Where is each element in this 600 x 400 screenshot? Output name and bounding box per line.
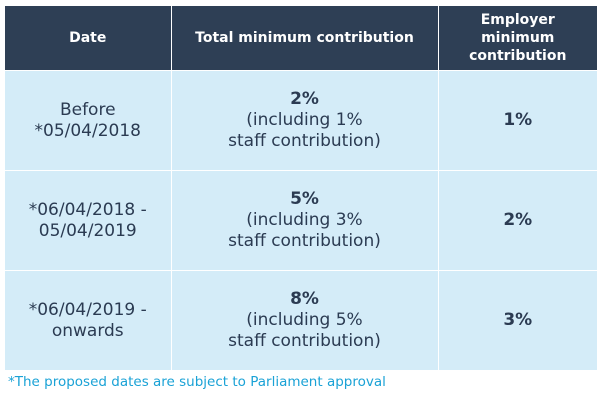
total-percentage: 2% (290, 89, 319, 109)
total-note-line: staff contribution) (228, 331, 381, 351)
table-row: *06/04/2018 - 05/04/2019 5% (including 3… (5, 170, 597, 271)
total-note-line: staff contribution) (228, 131, 381, 151)
date-line: Before (59, 99, 116, 120)
total-percentage: 5% (290, 189, 319, 209)
total-contribution-cell: 5% (including 3% staff contribution) (171, 170, 439, 271)
table-header-row: Date Total minimum contribution Employer… (5, 6, 597, 71)
date-line: 05/04/2019 (38, 220, 137, 241)
contribution-table: Date Total minimum contribution Employer… (5, 6, 597, 370)
header-employer-minimum-contribution: Employer minimum contribution (438, 6, 597, 71)
date-line: onwards (51, 320, 124, 341)
employer-contribution-cell: 3% (438, 270, 597, 370)
total-note-line: (including 3% (246, 210, 363, 230)
date-cell: *06/04/2018 - 05/04/2019 (5, 170, 172, 271)
date-line: *06/04/2019 - (28, 299, 147, 320)
table-row: Before *05/04/2018 2% (including 1% staf… (5, 70, 597, 171)
table-row: *06/04/2019 - onwards 8% (including 5% s… (5, 270, 597, 370)
header-total-minimum-contribution: Total minimum contribution (171, 6, 439, 71)
total-note-line: (including 5% (246, 310, 363, 330)
date-line: *05/04/2018 (34, 120, 141, 141)
date-cell: Before *05/04/2018 (5, 70, 172, 171)
date-line: *06/04/2018 - (28, 199, 147, 220)
contribution-table-wrapper: Date Total minimum contribution Employer… (5, 6, 597, 370)
total-contribution-cell: 8% (including 5% staff contribution) (171, 270, 439, 370)
total-note-line: staff contribution) (228, 231, 381, 251)
total-contribution-cell: 2% (including 1% staff contribution) (171, 70, 439, 171)
employer-contribution-cell: 1% (438, 70, 597, 171)
employer-contribution-cell: 2% (438, 170, 597, 271)
footnote-text: *The proposed dates are subject to Parli… (8, 374, 386, 390)
total-note-line: (including 1% (246, 110, 363, 130)
total-percentage: 8% (290, 289, 319, 309)
date-cell: *06/04/2019 - onwards (5, 270, 172, 370)
header-date: Date (5, 6, 172, 71)
